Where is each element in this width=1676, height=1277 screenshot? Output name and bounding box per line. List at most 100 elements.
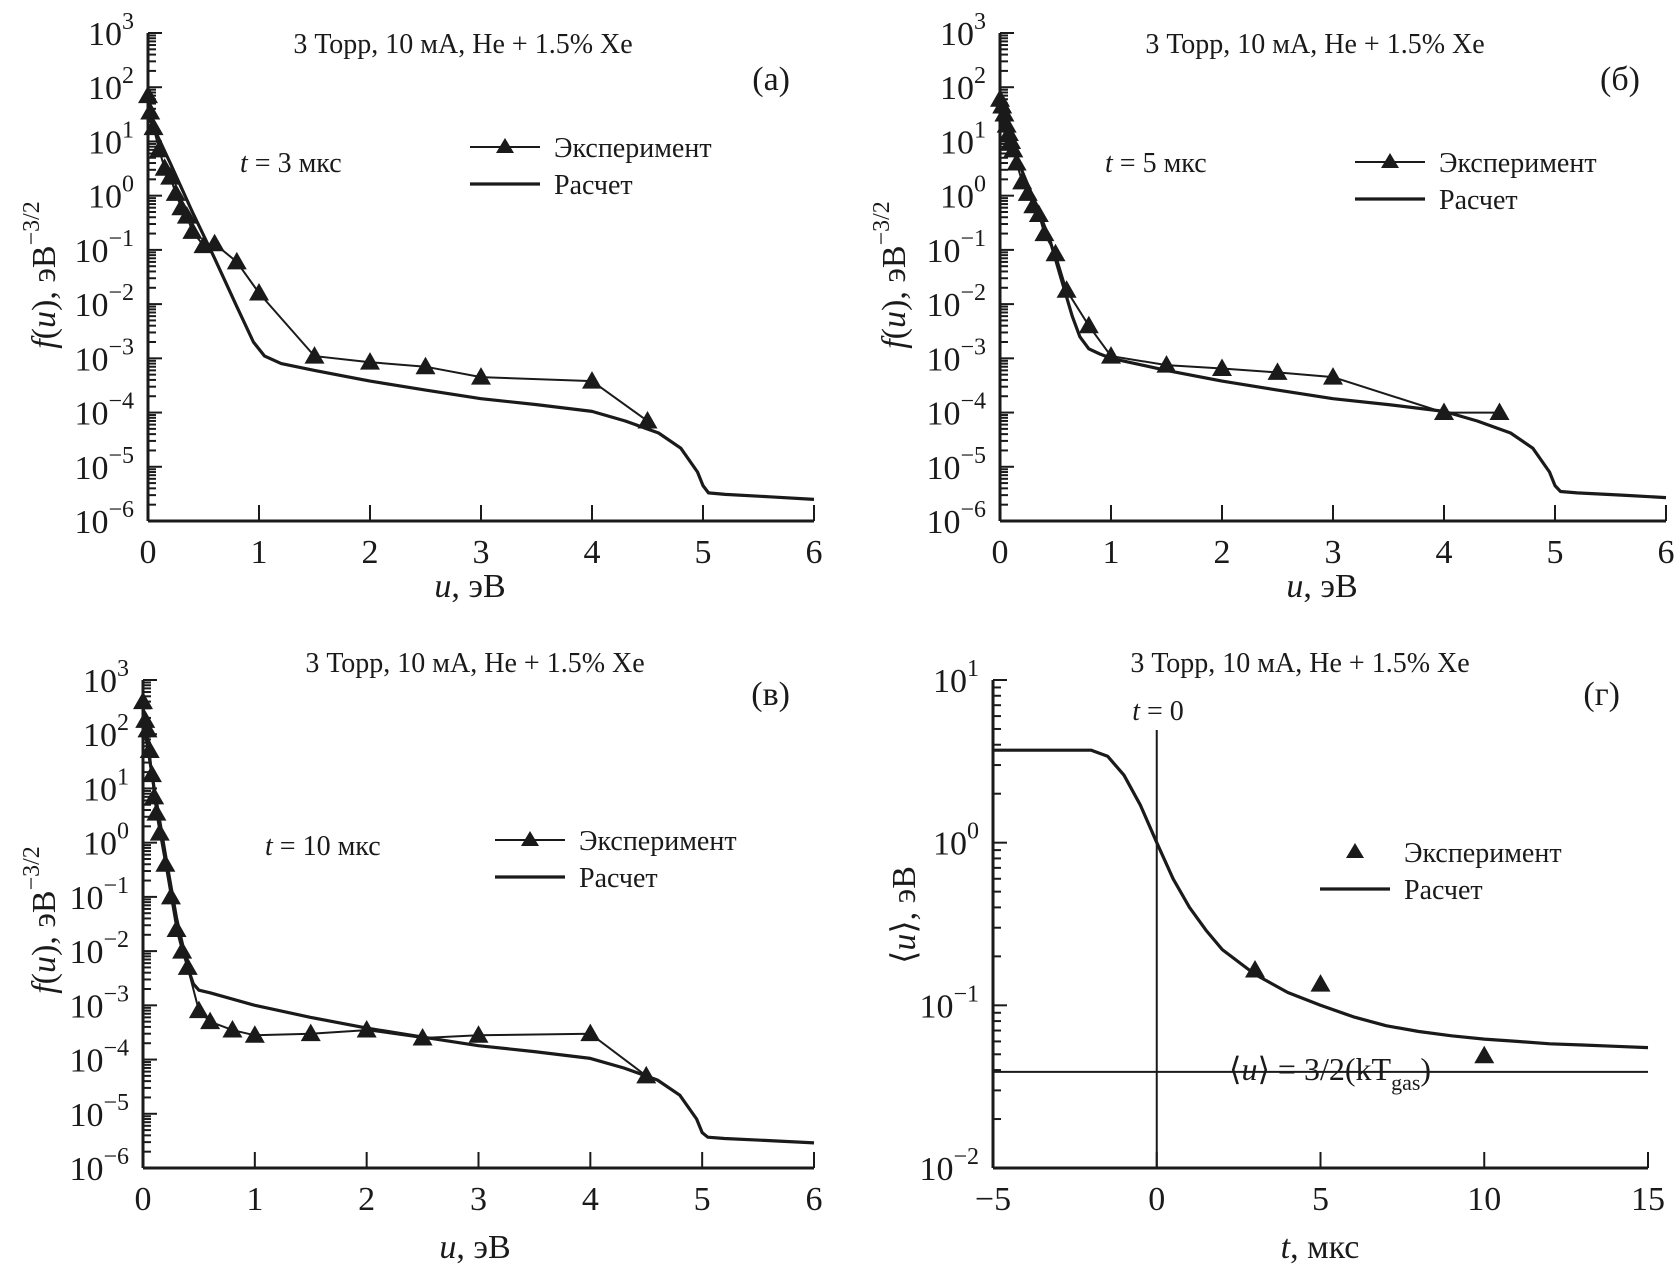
experiment-point bbox=[135, 710, 156, 728]
experiment-point bbox=[226, 251, 247, 270]
experiment-point bbox=[133, 691, 153, 710]
x-tick-label: 3 bbox=[470, 1181, 487, 1218]
y-tick-exponent: −4 bbox=[108, 389, 134, 415]
y-tick-label: 10−2 bbox=[69, 927, 129, 971]
legend-calc-label: Расчет bbox=[579, 863, 658, 894]
y-tick-label: 10−1 bbox=[919, 981, 979, 1025]
y-label-unit: ), эВ bbox=[876, 245, 913, 311]
experiment-line bbox=[142, 701, 647, 1077]
gas-energy-formula: ⟨u⟩ = 3/2(kTgas) bbox=[1229, 1051, 1431, 1095]
x-tick-label: 2 bbox=[358, 1181, 375, 1218]
experiment-point bbox=[188, 1000, 209, 1019]
y-tick-label: 10−3 bbox=[69, 981, 129, 1025]
y-tick-base: 10 bbox=[83, 663, 117, 700]
y-tick-base: 10 bbox=[926, 287, 960, 324]
y-label-variable: u bbox=[26, 311, 63, 328]
x-axis-label: u, эВ bbox=[434, 568, 505, 605]
y-axis-label: f(u), эВ−3/2 bbox=[869, 201, 913, 349]
legend-calc-label: Расчет bbox=[1439, 185, 1518, 216]
experiment-point bbox=[1489, 402, 1510, 421]
experiment-point bbox=[300, 1023, 321, 1042]
panel-label: (г) bbox=[1583, 676, 1620, 713]
x-tick-label: 4 bbox=[582, 1181, 599, 1218]
experiment-point bbox=[580, 1023, 601, 1042]
experiment-point bbox=[249, 283, 269, 301]
y-tick-exponent: 1 bbox=[967, 656, 979, 682]
panel-label: (а) bbox=[752, 61, 790, 98]
legend-experiment-label: Эксперимент bbox=[1404, 838, 1562, 869]
y-tick-exponent: 3 bbox=[122, 9, 134, 35]
experiment-point bbox=[138, 85, 158, 104]
y-tick-exponent: −5 bbox=[103, 1090, 129, 1116]
panel-title: 3 Торр, 10 мА, He + 1.5% Xe bbox=[1145, 29, 1484, 60]
x-tick-label: 15 bbox=[1631, 1181, 1665, 1218]
legend-experiment-label: Эксперимент bbox=[1439, 148, 1597, 179]
y-tick-label: 10−6 bbox=[74, 497, 134, 541]
experiment-point bbox=[468, 1025, 489, 1043]
y-tick-exponent: 3 bbox=[117, 656, 129, 682]
x-tick-label: 0 bbox=[992, 534, 1009, 571]
time-annotation: t = 10 мкс bbox=[265, 831, 381, 862]
legend-triangle-icon bbox=[1346, 843, 1364, 858]
experiment-point bbox=[176, 206, 197, 224]
y-tick-exponent: 0 bbox=[974, 172, 986, 198]
annotation-value: = 3 мкс bbox=[248, 148, 342, 179]
experiment-point bbox=[140, 101, 161, 120]
legend: Эксперимент Расчет bbox=[495, 826, 737, 894]
x-tick-label: 0 bbox=[1148, 1181, 1165, 1218]
y-tick-label: 101 bbox=[88, 117, 134, 161]
y-tick-exponent: −3 bbox=[108, 334, 134, 360]
experiment-point bbox=[1323, 367, 1343, 385]
x-label-variable: u bbox=[439, 1229, 456, 1266]
x-axis-label: u, эВ bbox=[439, 1229, 510, 1266]
annotation-variable: t bbox=[1105, 148, 1114, 179]
panel-title: 3 Торр, 10 мА, He + 1.5% Xe bbox=[1130, 648, 1469, 679]
x-tick-label: 3 bbox=[473, 534, 490, 571]
x-tick-label: 0 bbox=[140, 534, 157, 571]
experiment-point bbox=[149, 823, 170, 841]
y-label-variable: u bbox=[886, 934, 923, 951]
y-tick-exponent: 2 bbox=[122, 63, 134, 89]
experiment-point bbox=[415, 356, 436, 375]
annotation-variable: t bbox=[1132, 696, 1141, 727]
y-tick-base: 10 bbox=[69, 1097, 103, 1134]
y-tick-base: 10 bbox=[88, 179, 122, 216]
y-tick-exponent: −6 bbox=[103, 1144, 129, 1170]
y-tick-exponent: 2 bbox=[974, 63, 986, 89]
panel-title: 3 Торр, 10 мА, He + 1.5% Xe bbox=[305, 648, 644, 679]
y-tick-exponent: 1 bbox=[974, 117, 986, 143]
x-label-unit: , мкс bbox=[1290, 1229, 1359, 1266]
y-tick-label: 10−2 bbox=[74, 280, 134, 324]
calc-curve bbox=[146, 114, 815, 501]
y-tick-exponent: −5 bbox=[108, 443, 134, 469]
y-tick-base: 10 bbox=[926, 341, 960, 378]
experiment-point bbox=[1056, 280, 1077, 298]
x-tick-label: 2 bbox=[362, 534, 379, 571]
experiment-point bbox=[1267, 362, 1288, 380]
y-tick-exponent: −2 bbox=[953, 1144, 979, 1170]
y-tick-exponent: −1 bbox=[108, 226, 134, 252]
legend-calc-label: Расчет bbox=[1404, 875, 1483, 906]
y-tick-base: 10 bbox=[74, 450, 108, 487]
y-label-unit: ), эВ bbox=[26, 890, 63, 956]
y-tick-base: 10 bbox=[74, 287, 108, 324]
experiment-point bbox=[222, 1020, 243, 1038]
calc-curve bbox=[141, 717, 815, 1145]
x-tick-label: 5 bbox=[695, 534, 712, 571]
y-tick-label: 10−2 bbox=[919, 1144, 979, 1188]
experiment-point bbox=[471, 367, 491, 385]
y-tick-base: 10 bbox=[926, 504, 960, 541]
y-tick-label: 10−1 bbox=[69, 873, 129, 917]
formula-subscript: gas bbox=[1391, 1070, 1420, 1095]
annotation-value: = 5 мкс bbox=[1113, 148, 1207, 179]
x-tick-label: 2 bbox=[1214, 534, 1231, 571]
y-label-exponent: −3/2 bbox=[869, 201, 895, 245]
experiment-point bbox=[139, 740, 160, 759]
experiment-point bbox=[304, 346, 325, 364]
legend-experiment-label: Эксперимент bbox=[579, 826, 737, 857]
y-tick-label: 10−4 bbox=[926, 389, 986, 433]
y-tick-label: 101 bbox=[83, 764, 129, 808]
y-tick-label: 103 bbox=[83, 656, 129, 700]
x-tick-label: 5 bbox=[1312, 1181, 1329, 1218]
